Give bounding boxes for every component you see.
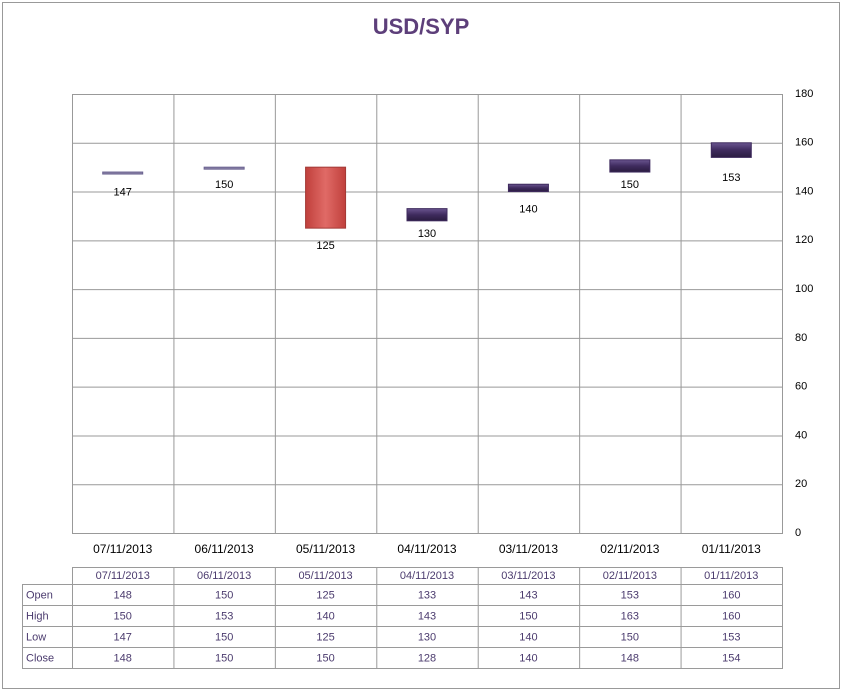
x-tick-label: 06/11/2013 [195, 542, 254, 556]
candle-body [609, 159, 651, 173]
candle-body [507, 183, 549, 193]
data-label: 147 [114, 186, 132, 198]
candle-body [102, 171, 144, 175]
table-cell: 148 [114, 589, 132, 601]
y-tick-label: 180 [795, 88, 813, 100]
data-label: 153 [722, 172, 740, 184]
table-cell: 140 [519, 631, 537, 643]
table-row-label: Open [26, 589, 53, 601]
table-cell: 150 [215, 652, 233, 664]
candle-body [203, 166, 245, 170]
y-tick-label: 100 [795, 283, 813, 295]
data-label: 130 [418, 228, 436, 240]
table-header-cell: 02/11/2013 [603, 570, 657, 582]
table-cell: 154 [722, 652, 740, 664]
candle-body [710, 142, 752, 158]
table-header-cell: 04/11/2013 [400, 570, 454, 582]
data-label: 150 [621, 179, 639, 191]
table-row-label: Close [26, 652, 54, 664]
table-header-cell: 06/11/2013 [197, 570, 251, 582]
table-row-label: High [26, 610, 49, 622]
y-tick-label: 0 [795, 527, 801, 539]
table-cell: 148 [621, 652, 639, 664]
y-tick-label: 140 [795, 185, 813, 197]
table-header-cell: 03/11/2013 [501, 570, 555, 582]
candle-body [305, 166, 347, 229]
candle-body [406, 208, 448, 222]
table-cell: 150 [621, 631, 639, 643]
y-tick-label: 160 [795, 137, 813, 149]
y-tick-label: 80 [795, 332, 807, 344]
x-tick-label: 04/11/2013 [397, 542, 456, 556]
y-tick-label: 40 [795, 429, 807, 441]
table-cell: 140 [316, 610, 334, 622]
table-cell: 163 [621, 610, 639, 622]
table-cell: 153 [722, 631, 740, 643]
table-cell: 150 [316, 652, 334, 664]
table-cell: 143 [418, 610, 436, 622]
table-header-cell: 05/11/2013 [298, 570, 352, 582]
data-label: 125 [316, 240, 334, 252]
table-cell: 150 [519, 610, 537, 622]
data-label: 140 [519, 203, 537, 215]
table-cell: 150 [114, 610, 132, 622]
x-tick-label: 07/11/2013 [93, 542, 152, 556]
table-cell: 153 [621, 589, 639, 601]
table-cell: 143 [519, 589, 537, 601]
table-cell: 160 [722, 610, 740, 622]
table-cell: 140 [519, 652, 537, 664]
table-cell: 147 [114, 631, 132, 643]
table-cell: 133 [418, 589, 436, 601]
x-tick-label: 03/11/2013 [499, 542, 558, 556]
table-row-label: Low [26, 631, 46, 643]
x-tick-label: 01/11/2013 [702, 542, 761, 556]
table-cell: 150 [215, 631, 233, 643]
table-cell: 130 [418, 631, 436, 643]
y-tick-label: 120 [795, 234, 813, 246]
table-cell: 160 [722, 589, 740, 601]
y-tick-label: 60 [795, 381, 807, 393]
data-label: 150 [215, 179, 233, 191]
table-cell: 125 [316, 589, 334, 601]
table-cell: 153 [215, 610, 233, 622]
table-header-cell: 07/11/2013 [96, 570, 150, 582]
x-tick-label: 05/11/2013 [296, 542, 355, 556]
y-tick-label: 20 [795, 478, 807, 490]
chart-title: USD/SYP [373, 14, 470, 39]
table-header-cell: 01/11/2013 [704, 570, 758, 582]
table-cell: 128 [418, 652, 436, 664]
x-tick-label: 02/11/2013 [600, 542, 659, 556]
table-cell: 150 [215, 589, 233, 601]
table-cell: 125 [316, 631, 334, 643]
table-cell: 148 [114, 652, 132, 664]
